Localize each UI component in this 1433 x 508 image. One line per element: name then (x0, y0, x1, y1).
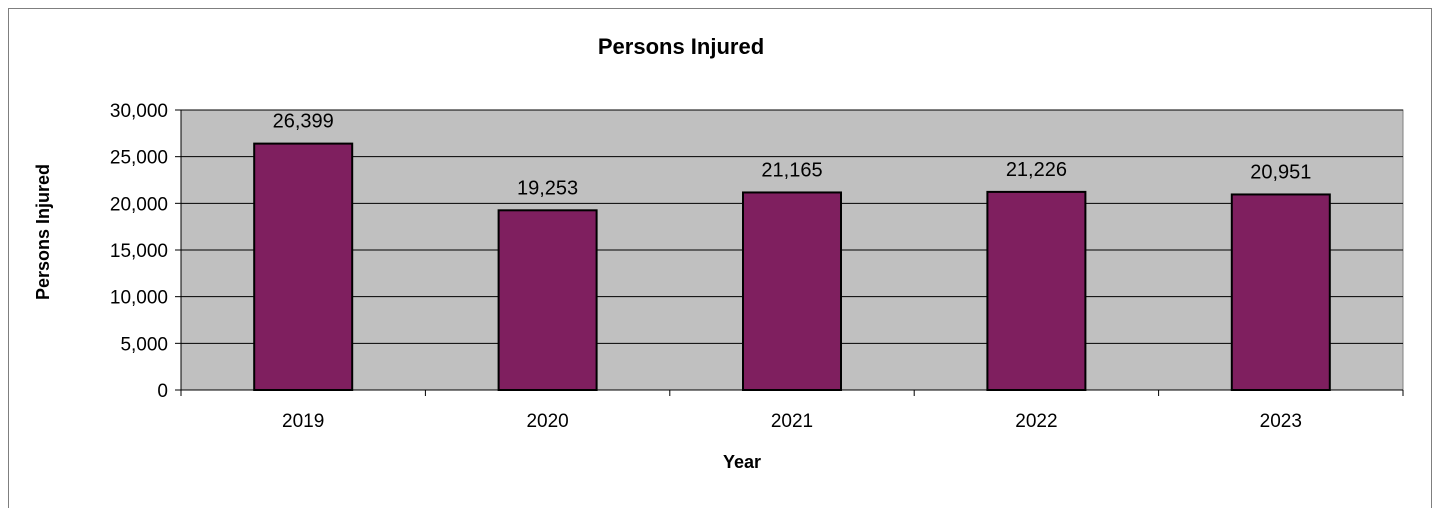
data-label: 26,399 (273, 111, 334, 133)
data-labels: 26,399 19,253 21,165 21,226 20,951 (273, 111, 1312, 200)
y-tick-labels: 0 5,000 10,000 15,000 20,000 25,000 30,000 (110, 101, 168, 402)
y-tick-label: 10,000 (110, 288, 168, 309)
y-tick-label: 30,000 (110, 101, 168, 122)
x-tick-labels: 2019 2020 2021 2022 2023 (282, 411, 1302, 432)
x-tick-label: 2020 (526, 411, 568, 432)
data-label: 20,951 (1250, 161, 1311, 183)
y-tick-label: 25,000 (110, 148, 168, 169)
data-label: 21,165 (761, 159, 822, 181)
bar-2022 (986, 190, 1087, 391)
x-tick-label: 2021 (771, 411, 813, 432)
y-axis-title: Persons Injured (33, 164, 53, 300)
x-tick-label: 2022 (1015, 411, 1057, 432)
data-label: 19,253 (517, 177, 578, 199)
y-tick-label: 0 (157, 381, 168, 402)
chart-title: Persons Injured (598, 34, 764, 59)
y-tick-label: 5,000 (120, 334, 168, 355)
bar-2023 (1230, 193, 1331, 391)
x-tick-label: 2023 (1260, 411, 1302, 432)
y-tick-label: 20,000 (110, 194, 168, 215)
bar-2020 (497, 209, 598, 391)
y-tick-label: 15,000 (110, 241, 168, 262)
bar-2021 (742, 191, 842, 391)
data-label: 21,226 (1006, 159, 1067, 181)
x-tick-label: 2019 (282, 411, 324, 432)
bar-2019 (253, 142, 354, 391)
x-axis-title: Year (723, 452, 761, 472)
axes (175, 109, 1404, 396)
